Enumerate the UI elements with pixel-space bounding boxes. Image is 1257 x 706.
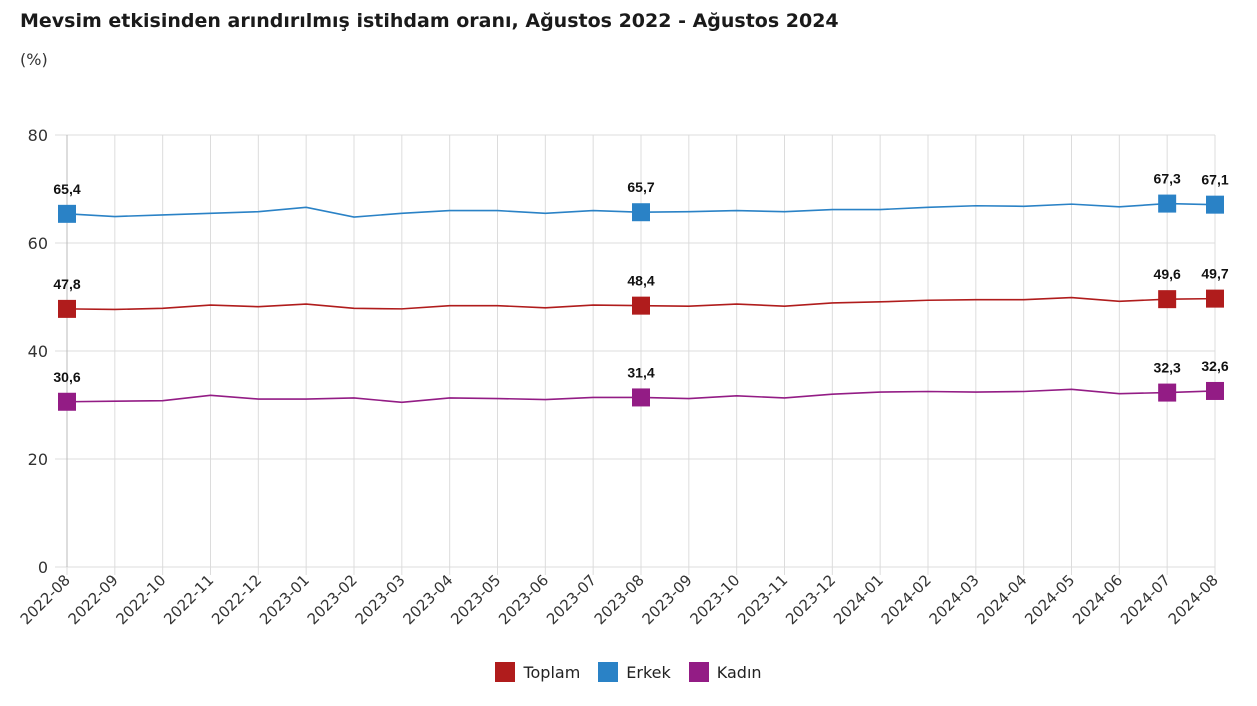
x-tick-label: 2023-12 — [782, 571, 839, 628]
x-tick-label: 2024-03 — [926, 571, 983, 628]
legend-swatch-erkek — [598, 662, 619, 682]
data-label: 30,6 — [53, 369, 80, 385]
x-tick-label: 2024-04 — [973, 571, 1030, 628]
data-point-marker — [58, 299, 76, 318]
y-tick-label: 0 — [38, 558, 48, 577]
data-point-marker — [1206, 195, 1224, 214]
data-point-marker — [58, 204, 76, 223]
x-tick-label: 2022-10 — [112, 571, 169, 628]
legend-label-toplam: Toplam — [523, 662, 581, 682]
x-tick-label: 2023-01 — [256, 571, 313, 628]
x-tick-label: 2023-03 — [352, 571, 409, 628]
x-tick-label: 2023-04 — [399, 571, 456, 628]
data-point-marker — [632, 388, 650, 407]
legend-swatch-kadin — [688, 662, 709, 682]
data-point-marker — [1206, 289, 1224, 308]
x-tick-label: 2023-05 — [447, 571, 504, 628]
data-label: 49,6 — [1154, 266, 1181, 282]
data-point-marker — [58, 392, 76, 411]
x-tick-label: 2023-10 — [686, 571, 743, 628]
data-label: 65,7 — [627, 179, 654, 195]
legend-item-toplam[interactable]: Toplam — [495, 662, 580, 682]
x-tick-label: 2023-11 — [734, 571, 791, 628]
x-tick-label: 2023-09 — [639, 571, 696, 628]
data-point-marker — [1158, 383, 1177, 402]
y-tick-label: 20 — [28, 450, 48, 469]
x-tick-label: 2023-02 — [304, 571, 361, 628]
legend-swatch-toplam — [495, 662, 516, 682]
data-point-marker — [1206, 381, 1224, 400]
legend-label-erkek: Erkek — [626, 662, 671, 682]
x-tick-label: 2022-09 — [65, 571, 122, 628]
x-tick-label: 2023-06 — [495, 571, 552, 628]
legend-item-kadin[interactable]: Kadın — [688, 662, 762, 682]
legend-label-kadin: Kadın — [716, 662, 762, 682]
y-tick-label: 40 — [28, 342, 48, 361]
data-point-marker — [632, 203, 650, 222]
chart-title: Mevsim etkisinden arındırılmış istihdam … — [20, 10, 839, 32]
x-tick-label: 2024-05 — [1021, 571, 1078, 628]
data-point-marker — [1158, 194, 1177, 213]
x-tick-label: 2022-08 — [17, 571, 74, 628]
x-tick-label: 2022-11 — [160, 571, 217, 628]
data-label: 65,4 — [53, 181, 80, 197]
legend-item-erkek[interactable]: Erkek — [598, 662, 671, 682]
data-label: 32,6 — [1201, 358, 1228, 374]
data-point-marker — [632, 296, 650, 315]
x-tick-label: 2024-01 — [830, 571, 887, 628]
data-label: 49,7 — [1201, 266, 1228, 282]
data-label: 47,8 — [53, 276, 80, 292]
x-tick-label: 2024-06 — [1069, 571, 1126, 628]
data-label: 67,3 — [1154, 171, 1181, 187]
data-label: 48,4 — [627, 273, 654, 289]
legend: Toplam Erkek Kadın — [0, 662, 1257, 682]
x-tick-label: 2023-07 — [543, 571, 600, 628]
data-label: 67,1 — [1201, 172, 1228, 188]
x-tick-label: 2023-08 — [591, 571, 648, 628]
y-tick-label: 80 — [28, 126, 48, 145]
y-tick-label: 60 — [28, 234, 48, 253]
x-tick-label: 2024-08 — [1165, 571, 1222, 628]
chart-subtitle: (%) — [20, 50, 48, 69]
x-tick-label: 2024-02 — [878, 571, 935, 628]
x-tick-label: 2024-07 — [1117, 571, 1174, 628]
data-label: 31,4 — [627, 364, 654, 380]
data-point-marker — [1158, 290, 1177, 309]
data-label: 32,3 — [1154, 360, 1181, 376]
x-tick-label: 2022-12 — [208, 571, 265, 628]
